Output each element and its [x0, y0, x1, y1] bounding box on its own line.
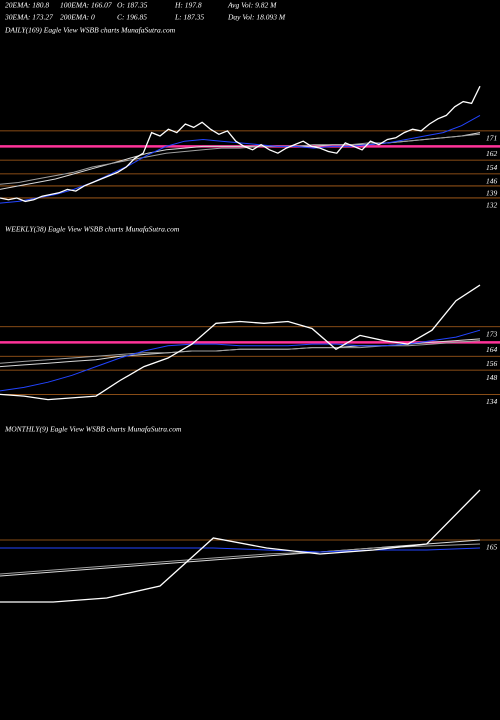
header-stat: O: 187.35: [117, 1, 148, 10]
series-line: [0, 284, 481, 401]
price-level-label: 134: [486, 397, 498, 406]
price-level-label: 139: [486, 189, 498, 198]
price-level-label: 171: [486, 134, 497, 143]
price-level-label: 154: [486, 163, 498, 172]
header-stat: Day Vol: 18.093 M: [227, 13, 286, 22]
series-line: [0, 489, 481, 603]
series-line: [0, 547, 481, 553]
price-level-label: 132: [486, 201, 498, 210]
panel-title: WEEKLY(38) Eagle View WSBB charts Munafa…: [5, 225, 180, 234]
header-stat: 30EMA: 173.27: [4, 13, 53, 22]
series-line: [0, 340, 481, 364]
header-stat: C: 196.85: [117, 13, 147, 22]
price-level-label: 173: [486, 329, 498, 338]
header-stat: 200EMA: 0: [60, 13, 95, 22]
header-stat: H: 197.8: [174, 1, 202, 10]
price-level-label: 156: [486, 359, 498, 368]
series-line: [0, 85, 481, 203]
series-line: [0, 133, 481, 185]
header-stat: L: 187.35: [174, 13, 204, 22]
panel-title: DAILY(169) Eagle View WSBB charts Munafa…: [4, 26, 176, 35]
price-level-label: 165: [486, 543, 498, 552]
header-stat: 20EMA: 180.8: [5, 1, 49, 10]
series-line: [0, 114, 481, 204]
series-line: [0, 539, 481, 577]
header-stat: Avg Vol: 9.82 M: [227, 1, 277, 10]
header-stat: 100EMA: 166.07: [60, 1, 112, 10]
price-level-label: 164: [486, 345, 498, 354]
series-line: [0, 329, 481, 392]
price-level-label: 148: [486, 373, 498, 382]
panel-title: MONTHLY(9) Eagle View WSBB charts Munafa…: [4, 425, 182, 434]
price-level-label: 146: [486, 177, 498, 186]
price-level-label: 162: [486, 149, 498, 158]
